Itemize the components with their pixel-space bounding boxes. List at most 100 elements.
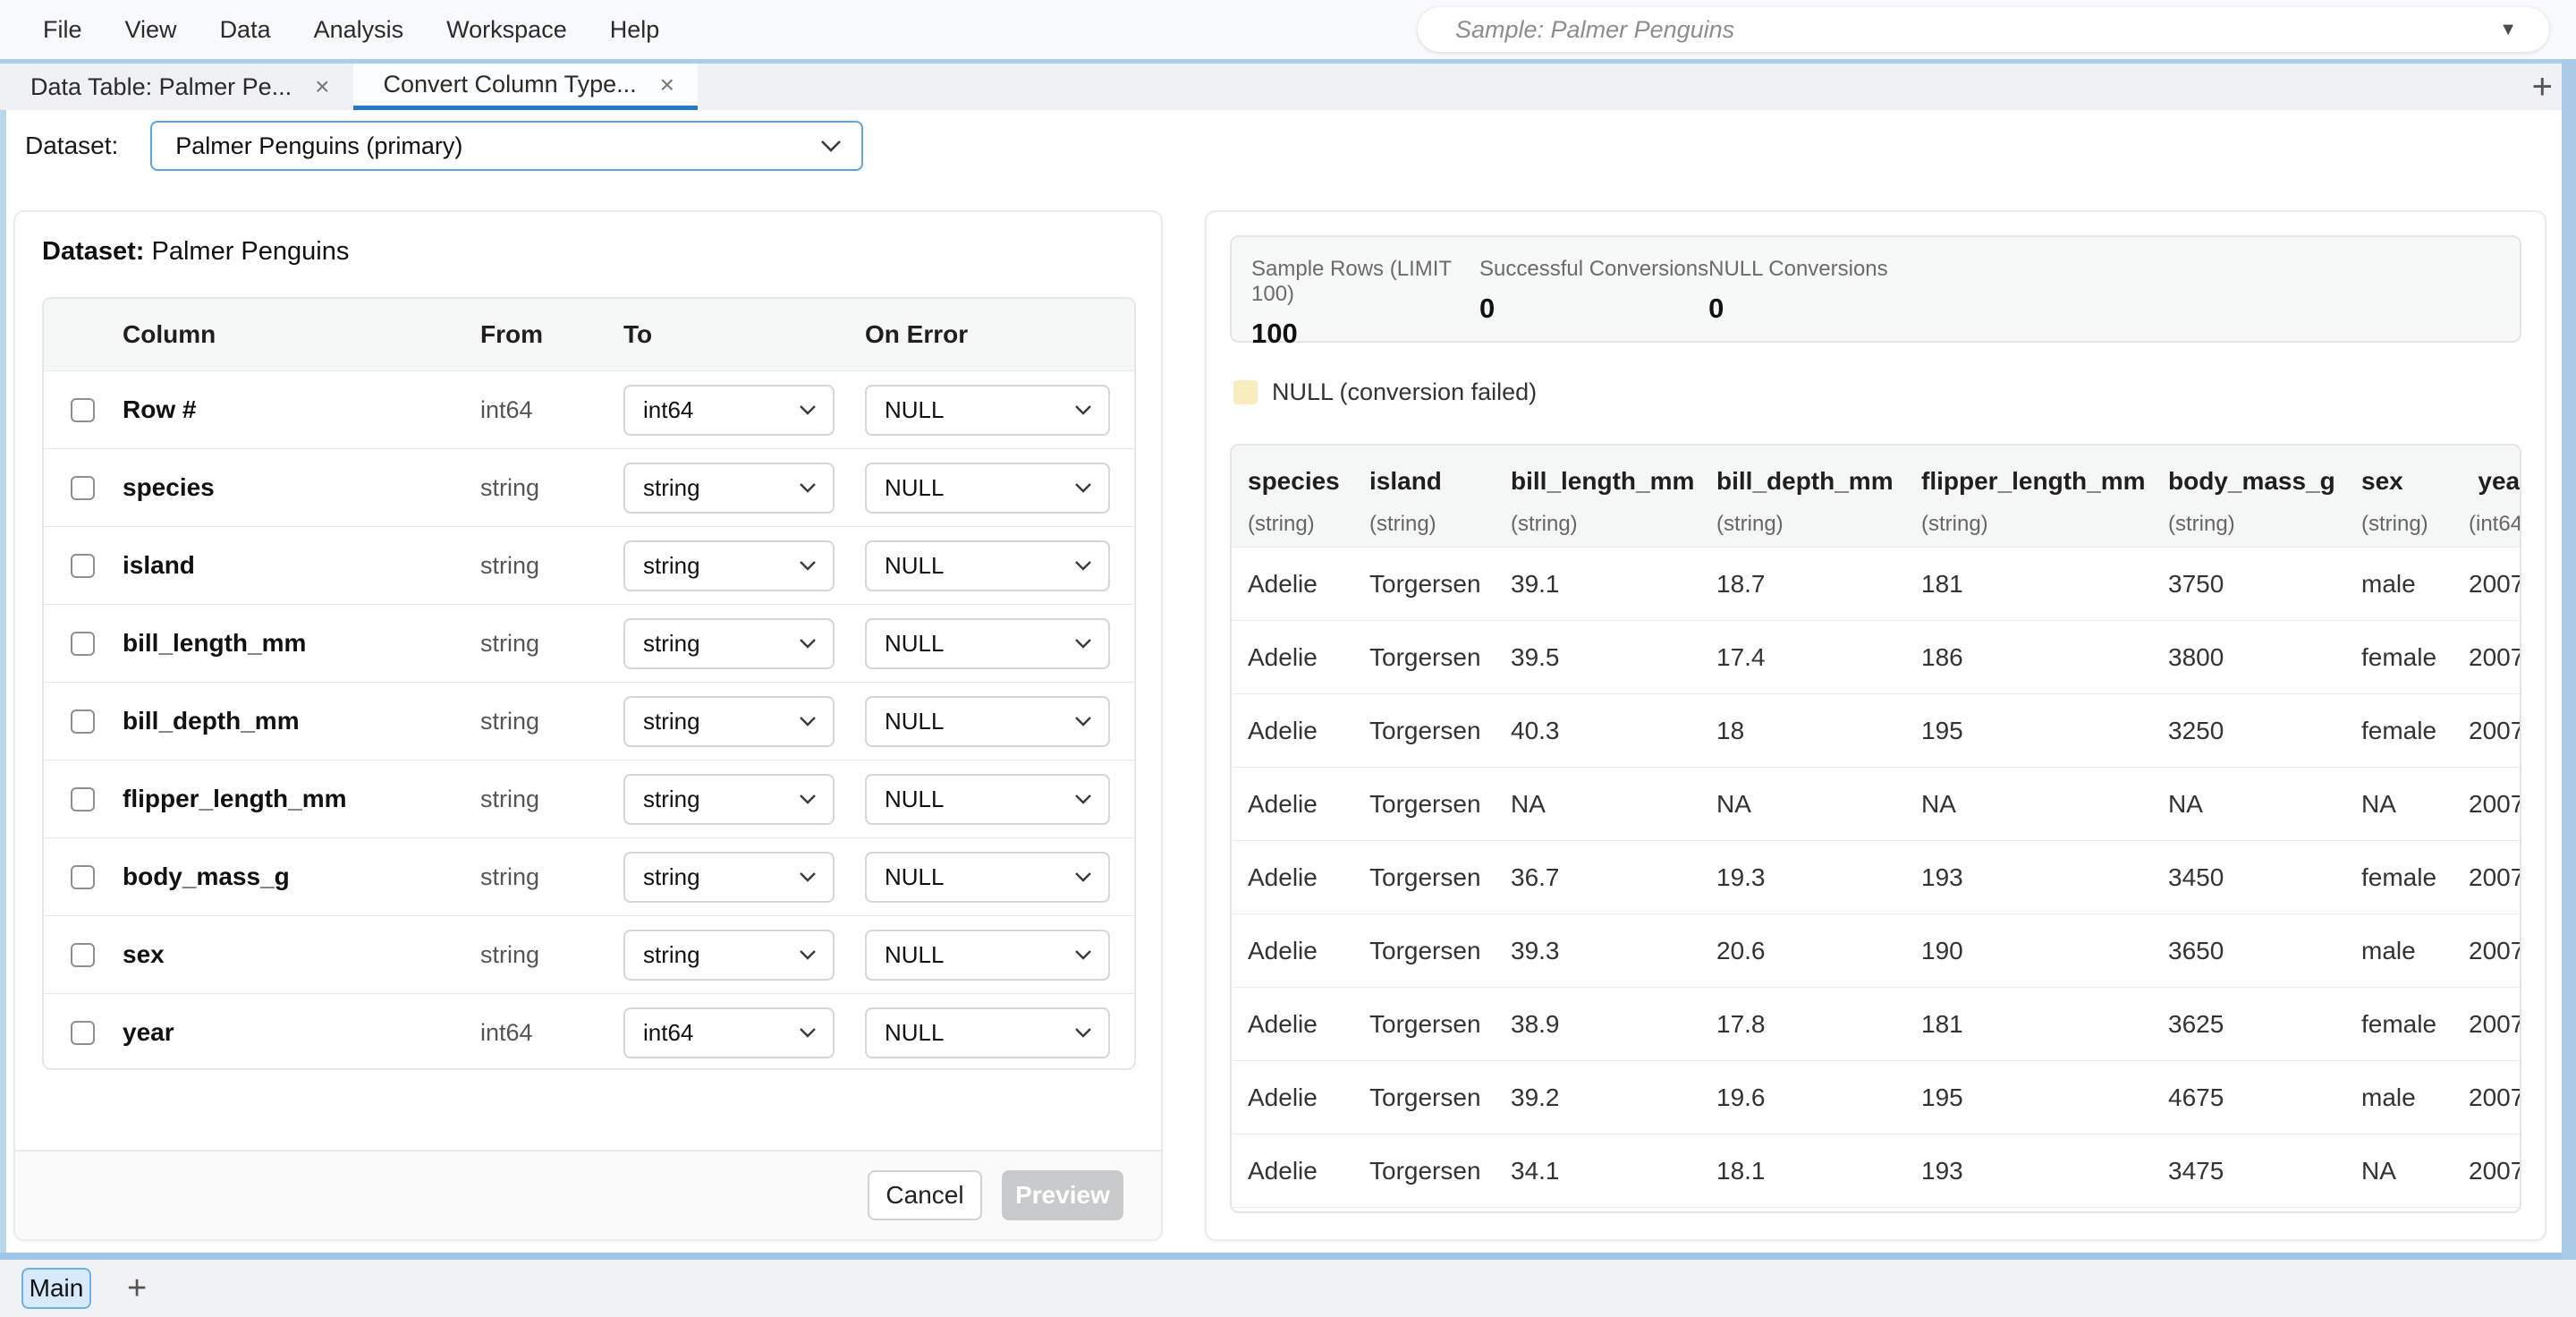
- dropdown-caret-icon: ▼: [2499, 19, 2517, 39]
- dataset-select[interactable]: Palmer Penguins (primary): [150, 121, 864, 171]
- preview-column-header: year (int64): [2469, 467, 2521, 536]
- column-name: sex: [123, 940, 165, 968]
- row-checkbox[interactable]: [71, 553, 95, 578]
- row-checkbox[interactable]: [71, 942, 95, 967]
- to-type-select[interactable]: string: [623, 773, 835, 825]
- preview-table-row: Adelie Torgersen 39.1 18.7 181 3750 male…: [1232, 547, 2520, 620]
- stat: Sample Rows (LIMIT 100) 100: [1251, 257, 1479, 349]
- preview-column-header: body_mass_g (string): [2168, 467, 2335, 536]
- convert-table-header: Column From To On Error: [44, 299, 1134, 370]
- to-type-select[interactable]: string: [623, 617, 835, 669]
- stat: Successful Conversions 0: [1479, 257, 1708, 341]
- preview-column-header: species (string): [1248, 467, 1340, 536]
- row-checkbox[interactable]: [71, 631, 95, 656]
- on-error-select[interactable]: NULL: [865, 773, 1110, 825]
- preview-table-row: Adelie Torgersen NA NA NA NA NA 2007: [1232, 767, 2520, 840]
- menu-item[interactable]: Help: [609, 15, 660, 43]
- on-error-select[interactable]: NULL: [865, 695, 1110, 747]
- on-error-select[interactable]: NULL: [865, 851, 1110, 903]
- preview-table-row: Adelie Torgersen 39.2 19.6 195 4675 male…: [1232, 1060, 2520, 1134]
- column-name: bill_depth_mm: [123, 707, 300, 735]
- chevron-down-icon: [799, 482, 817, 494]
- header-column: Column: [123, 320, 216, 348]
- convert-table-row: island string string NULL: [44, 526, 1134, 604]
- row-checkbox[interactable]: [71, 475, 95, 500]
- workspace: Dataset: Palmer Penguins (primary) Datas…: [0, 110, 2576, 1253]
- preview-table-row: Adelie Torgersen 39.5 17.4 186 3800 fema…: [1232, 620, 2520, 693]
- chevron-down-icon: [1074, 716, 1092, 727]
- tab-bar: Data Table: Palmer Pe... × Convert Colum…: [0, 59, 2576, 110]
- preview-column-header: island (string): [1369, 467, 1442, 536]
- cancel-button[interactable]: Cancel: [868, 1170, 982, 1220]
- workspace-bottom-border: [0, 1253, 2576, 1260]
- chevron-down-icon: [799, 794, 817, 805]
- to-type-select[interactable]: string: [623, 929, 835, 981]
- from-type: int64: [480, 1018, 533, 1046]
- to-type-select[interactable]: string: [623, 851, 835, 903]
- add-workspace-button[interactable]: +: [127, 1270, 148, 1307]
- stat-value: 0: [1479, 293, 1496, 324]
- tab-data-table[interactable]: Data Table: Palmer Pe... ×: [0, 64, 353, 110]
- preview-table-row: Adelie Torgersen 38.9 17.8 181 3625 fema…: [1232, 987, 2520, 1060]
- to-type-select[interactable]: int64: [623, 1007, 835, 1058]
- row-checkbox[interactable]: [71, 1020, 95, 1045]
- menu-item[interactable]: View: [124, 15, 177, 43]
- stats-card: Sample Rows (LIMIT 100) 100 Successful C…: [1230, 235, 2521, 349]
- add-tab-button[interactable]: +: [2531, 67, 2553, 106]
- preview-column-header: bill_length_mm (string): [1511, 467, 1695, 536]
- close-icon[interactable]: ×: [659, 70, 675, 98]
- panel-title: Dataset: Palmer Penguins: [42, 237, 1161, 267]
- row-checkbox[interactable]: [71, 709, 95, 734]
- to-type-select[interactable]: string: [623, 695, 835, 747]
- row-checkbox[interactable]: [71, 864, 95, 889]
- on-error-select[interactable]: NULL: [865, 617, 1110, 669]
- on-error-select[interactable]: NULL: [865, 929, 1110, 981]
- on-error-select[interactable]: NULL: [865, 462, 1110, 514]
- from-type: string: [480, 785, 540, 812]
- preview-button[interactable]: Preview: [1002, 1170, 1123, 1220]
- chevron-down-icon: [820, 140, 842, 153]
- from-type: string: [480, 473, 540, 501]
- workspace-tabs-bar: Main +: [0, 1260, 2576, 1317]
- on-error-select[interactable]: NULL: [865, 1007, 1110, 1058]
- column-name: Row #: [123, 395, 197, 423]
- row-checkbox[interactable]: [71, 786, 95, 811]
- chevron-down-icon: [799, 1027, 817, 1039]
- chevron-down-icon: [799, 716, 817, 727]
- null-swatch-icon: [1233, 380, 1258, 404]
- menu-item[interactable]: Analysis: [313, 15, 404, 43]
- to-type-select[interactable]: int64: [623, 384, 835, 436]
- workspace-tab-main[interactable]: Main: [21, 1268, 91, 1309]
- column-name: island: [123, 551, 195, 579]
- preview-column-header: sex (string): [2361, 467, 2428, 536]
- menu-bar: File View Data Analysis Workspace Help Sample…: [0, 0, 2576, 59]
- tab-label: Convert Column Type...: [383, 71, 637, 98]
- menu-item[interactable]: Workspace: [446, 15, 567, 43]
- tab-convert-column-type[interactable]: Convert Column Type... ×: [352, 64, 699, 110]
- convert-table-row: flipper_length_mm string string NULL: [44, 760, 1134, 837]
- dataset-select-value: Palmer Penguins (primary): [175, 132, 463, 159]
- from-type: string: [480, 940, 540, 968]
- convert-table-row: sex string string NULL: [44, 915, 1134, 993]
- on-error-select[interactable]: NULL: [865, 384, 1110, 436]
- convert-columns-panel: Dataset: Palmer Penguins Column From To …: [13, 210, 1163, 1241]
- preview-column-header: flipper_length_mm (string): [1921, 467, 2146, 536]
- menu-item[interactable]: File: [43, 15, 82, 43]
- from-type: string: [480, 551, 540, 579]
- convert-columns-table: Column From To On Error Row # int64 int6…: [42, 297, 1136, 1070]
- chevron-down-icon: [799, 638, 817, 650]
- to-type-select[interactable]: string: [623, 462, 835, 514]
- stat-value: 0: [1708, 293, 1724, 324]
- stat: NULL Conversions 0: [1708, 257, 1888, 341]
- column-name: species: [123, 473, 215, 501]
- chevron-down-icon: [1074, 871, 1092, 883]
- convert-table-body: Row # int64 int64 NULL: [44, 370, 1134, 1068]
- vertical-scrollbar[interactable]: [2562, 59, 2576, 1260]
- convert-table-row: Row # int64 int64 NULL: [44, 370, 1134, 448]
- sample-dataset-selector[interactable]: Sample: Palmer Penguins ▼: [1418, 7, 2549, 52]
- to-type-select[interactable]: string: [623, 540, 835, 591]
- menu-item[interactable]: Data: [219, 15, 271, 43]
- on-error-select[interactable]: NULL: [865, 540, 1110, 591]
- close-icon[interactable]: ×: [315, 72, 330, 100]
- row-checkbox[interactable]: [71, 397, 95, 422]
